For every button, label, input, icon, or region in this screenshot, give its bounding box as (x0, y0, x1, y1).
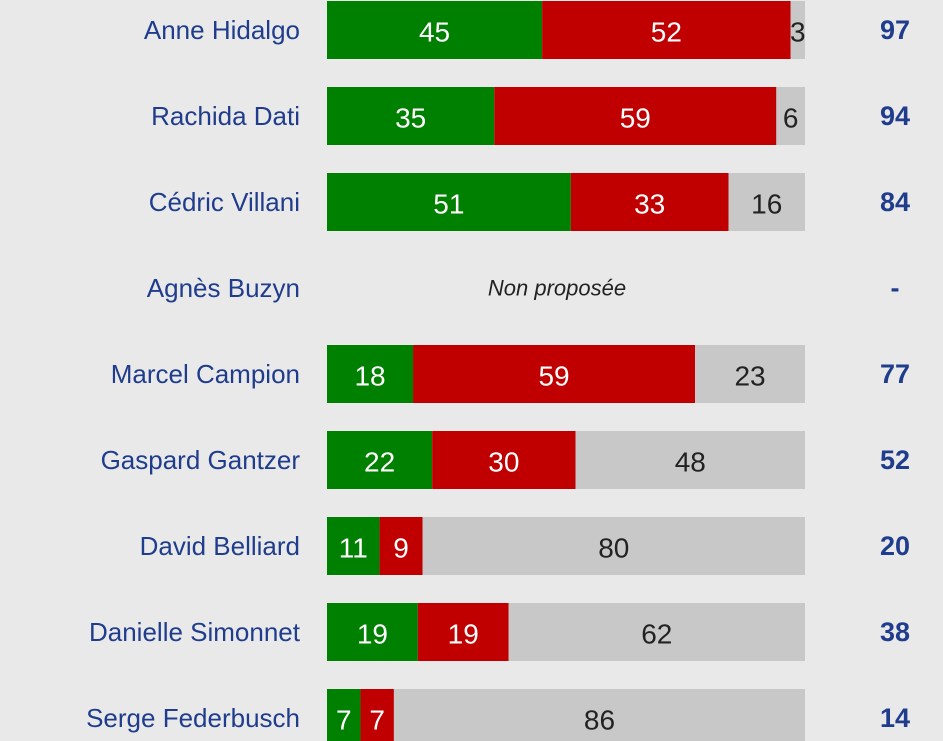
bar-segment (508, 603, 805, 661)
bar-segment (776, 87, 805, 145)
bar-segment (393, 689, 805, 741)
data-label: 23 (734, 361, 765, 392)
data-label: 19 (357, 619, 388, 650)
data-label: 3 (790, 17, 806, 48)
total-label: 14 (880, 703, 910, 733)
data-label: 30 (488, 447, 519, 478)
bar-segment (327, 431, 433, 489)
total-label: 97 (880, 15, 910, 45)
bar-segment (327, 689, 361, 741)
total-label: 94 (880, 101, 910, 131)
bar-segment (327, 603, 418, 661)
category-label: Marcel Campion (111, 359, 300, 389)
bar-segment (413, 345, 696, 403)
category-label: Anne Hidalgo (144, 15, 300, 45)
bar-segment (379, 517, 423, 575)
data-label: 45 (419, 17, 450, 48)
data-label: 51 (433, 189, 464, 220)
data-label: 18 (354, 361, 385, 392)
category-label: Cédric Villani (149, 187, 300, 217)
bar-segment (570, 173, 729, 231)
bar-segment (494, 87, 777, 145)
data-label: 59 (620, 103, 651, 134)
bar-segment (417, 603, 509, 661)
bar-segment (422, 517, 805, 575)
missing-note: Non proposée (488, 276, 626, 301)
bar-segment (542, 1, 791, 59)
total-label: 20 (880, 531, 910, 561)
data-label: 16 (751, 189, 782, 220)
bar-segment (327, 1, 543, 59)
category-label: Agnès Buzyn (147, 273, 300, 303)
data-label: 11 (339, 533, 368, 564)
category-label: Rachida Dati (151, 101, 300, 131)
data-label: 19 (448, 619, 479, 650)
data-label: 33 (634, 189, 665, 220)
bar-segment (575, 431, 805, 489)
category-label: Danielle Simonnet (89, 617, 301, 647)
bar-segment (728, 173, 805, 231)
data-label: 86 (584, 705, 615, 736)
total-label: 38 (880, 617, 910, 647)
total-label: - (891, 273, 900, 303)
category-label: Serge Federbusch (86, 703, 300, 733)
data-label: 48 (675, 447, 706, 478)
data-label: 9 (393, 533, 409, 564)
bar-segment (327, 87, 495, 145)
bar-segment (432, 431, 576, 489)
total-label: 77 (880, 359, 910, 389)
bar-segment (695, 345, 805, 403)
data-label: 22 (364, 447, 395, 478)
data-label: 59 (538, 361, 569, 392)
total-label: 84 (880, 187, 910, 217)
bar-segment (327, 345, 414, 403)
category-label: Gaspard Gantzer (101, 445, 301, 475)
data-label: 52 (651, 17, 682, 48)
data-label: 7 (336, 705, 352, 736)
total-label: 52 (880, 445, 910, 475)
data-label: 80 (598, 533, 629, 564)
data-label: 35 (395, 103, 426, 134)
data-label: 62 (641, 619, 672, 650)
data-label: 7 (369, 705, 385, 736)
bar-segment (360, 689, 394, 741)
bar-segment (790, 1, 805, 59)
category-label: David Belliard (140, 531, 300, 561)
bar-segment (327, 173, 571, 231)
bar-segment (327, 517, 380, 575)
data-label: 6 (783, 103, 799, 134)
